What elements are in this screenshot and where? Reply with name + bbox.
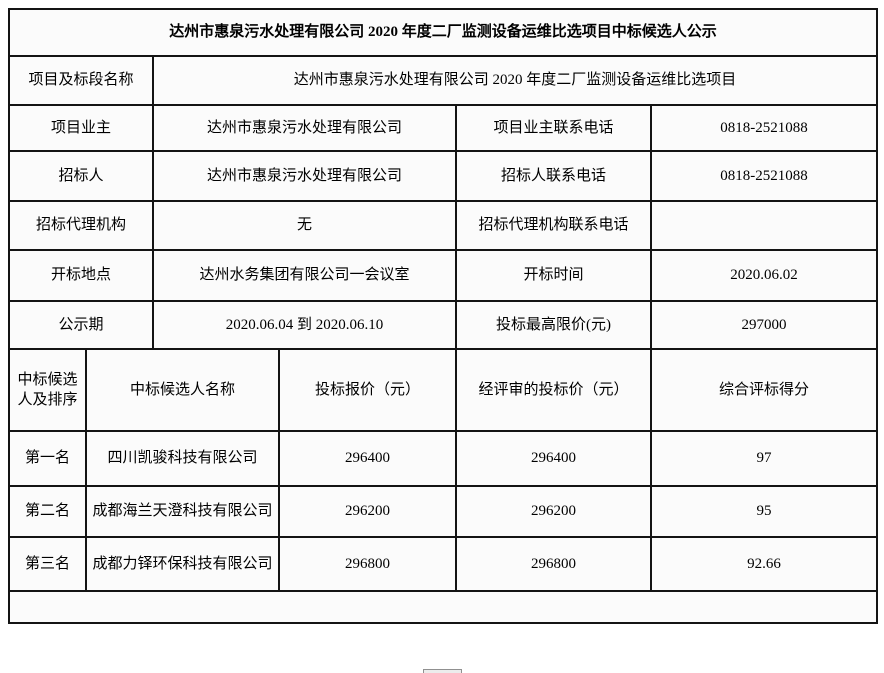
project-row: 项目及标段名称 达州市惠泉污水处理有限公司 2020 年度二厂监测设备运维比选项… xyxy=(8,55,879,106)
candidate-row: 第三名 成都力铎环保科技有限公司 296800 296800 92.66 xyxy=(8,536,879,592)
table-row: 开标地点 达州水务集团有限公司一会议室 开标时间 2020.06.02 xyxy=(8,249,879,302)
candidate-evaluated-price: 296800 xyxy=(455,536,652,592)
candidate-bid-price: 296400 xyxy=(278,430,457,487)
project-name-value: 达州市惠泉污水处理有限公司 2020 年度二厂监测设备运维比选项目 xyxy=(151,55,879,106)
candidate-score-header: 综合评标得分 xyxy=(649,348,879,432)
agency-value: 无 xyxy=(152,200,457,251)
table-row: 公示期 2020.06.04 到 2020.06.10 投标最高限价(元) 29… xyxy=(8,300,879,350)
candidate-name-header: 中标候选人名称 xyxy=(85,348,280,432)
table-row: 项目业主 达州市惠泉污水处理有限公司 项目业主联系电话 0818-2521088 xyxy=(8,104,879,152)
project-name-label: 项目及标段名称 xyxy=(8,55,154,106)
candidate-name: 四川凯骏科技有限公司 xyxy=(85,430,280,487)
title-row: 达州市惠泉污水处理有限公司 2020 年度二厂监测设备运维比选项目中标候选人公示 xyxy=(7,8,879,57)
notice-title: 达州市惠泉污水处理有限公司 2020 年度二厂监测设备运维比选项目中标候选人公示 xyxy=(7,8,879,57)
candidate-rank-header: 中标候选人及排序 xyxy=(8,348,87,432)
opening-place-value: 达州水务集团有限公司一会议室 xyxy=(152,249,457,302)
candidate-name: 成都力铎环保科技有限公司 xyxy=(85,536,280,592)
candidate-score: 97 xyxy=(649,430,879,487)
tenderer-label: 招标人 xyxy=(8,150,154,202)
candidate-rank: 第二名 xyxy=(8,485,87,538)
opening-time-value: 2020.06.02 xyxy=(649,249,879,302)
candidate-score: 92.66 xyxy=(649,536,879,592)
empty-cell xyxy=(7,590,879,624)
empty-row xyxy=(7,590,879,624)
table-row: 招标人 达州市惠泉污水处理有限公司 招标人联系电话 0818-2521088 xyxy=(8,150,879,202)
candidate-row: 第一名 四川凯骏科技有限公司 296400 296400 97 xyxy=(8,430,879,487)
bid-notice-table: 达州市惠泉污水处理有限公司 2020 年度二厂监测设备运维比选项目中标候选人公示… xyxy=(7,8,879,624)
table-row: 招标代理机构 无 招标代理机构联系电话 xyxy=(8,200,879,251)
opening-place-label: 开标地点 xyxy=(8,249,154,302)
candidate-rank: 第一名 xyxy=(8,430,87,487)
agency-label: 招标代理机构 xyxy=(8,200,154,251)
tenderer-value: 达州市惠泉污水处理有限公司 xyxy=(152,150,457,202)
candidate-bid-price: 296800 xyxy=(278,536,457,592)
opening-time-label: 开标时间 xyxy=(455,249,652,302)
publicity-period-value: 2020.06.04 到 2020.06.10 xyxy=(152,300,457,350)
candidate-bid-price-header: 投标报价（元） xyxy=(278,348,457,432)
candidate-bid-price: 296200 xyxy=(278,485,457,538)
tenderer-phone-value: 0818-2521088 xyxy=(649,150,879,202)
candidate-name: 成都海兰天澄科技有限公司 xyxy=(85,485,280,538)
agency-phone-label: 招标代理机构联系电话 xyxy=(455,200,652,251)
agency-phone-value xyxy=(649,200,879,251)
publicity-period-label: 公示期 xyxy=(8,300,154,350)
tenderer-phone-label: 招标人联系电话 xyxy=(455,150,652,202)
candidate-evaluated-price-header: 经评审的投标价（元） xyxy=(455,348,652,432)
candidate-rank: 第三名 xyxy=(8,536,87,592)
project-owner-phone-value: 0818-2521088 xyxy=(649,104,879,152)
candidate-row: 第二名 成都海兰天澄科技有限公司 296200 296200 95 xyxy=(8,485,879,538)
page-bottom-fragment xyxy=(423,669,462,673)
candidate-score: 95 xyxy=(649,485,879,538)
candidate-evaluated-price: 296400 xyxy=(455,430,652,487)
project-owner-phone-label: 项目业主联系电话 xyxy=(455,104,652,152)
project-owner-label: 项目业主 xyxy=(8,104,154,152)
max-price-value: 297000 xyxy=(649,300,879,350)
max-price-label: 投标最高限价(元) xyxy=(455,300,652,350)
candidates-header-row: 中标候选人及排序 中标候选人名称 投标报价（元） 经评审的投标价（元） 综合评标… xyxy=(8,348,879,432)
project-owner-value: 达州市惠泉污水处理有限公司 xyxy=(152,104,457,152)
candidate-evaluated-price: 296200 xyxy=(455,485,652,538)
